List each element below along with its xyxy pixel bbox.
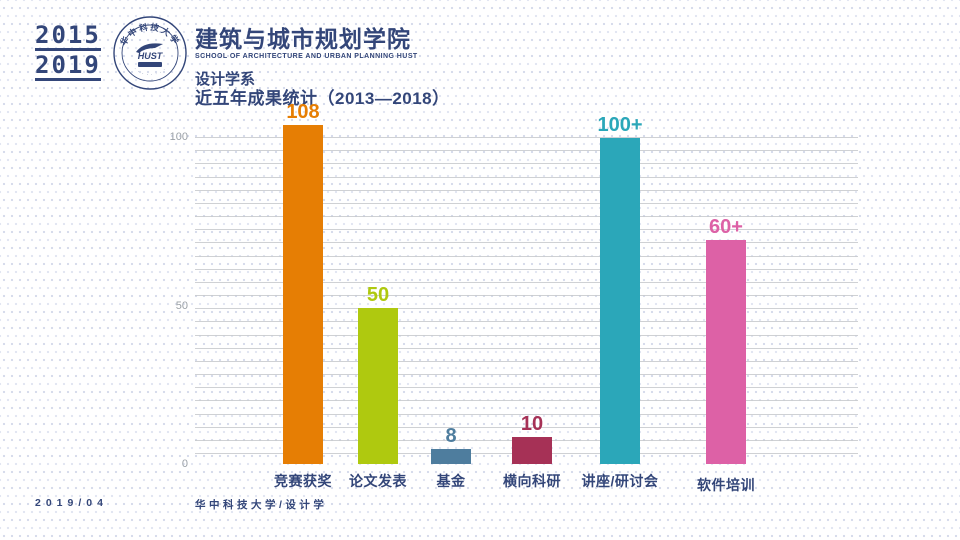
value-label: 100+ (597, 114, 643, 136)
y-tick-label: 50 (175, 300, 188, 312)
gridline (195, 189, 858, 191)
header-block: 建筑与城市规划学院 SCHOOL OF ARCHITECTURE AND URB… (195, 26, 418, 89)
category-label: 横向科研 (503, 473, 561, 489)
chart-title: 近五年成果统计（2013—2018） (195, 89, 450, 108)
gridline (195, 242, 858, 244)
category-label: 讲座/研讨会 (581, 473, 659, 489)
value-label: 10 (520, 413, 544, 435)
gridline (195, 308, 858, 310)
seal-banner (138, 62, 162, 67)
category-label: 论文发表 (349, 473, 407, 489)
seal-outer-ring (113, 16, 187, 90)
school-name-cn: 建筑与城市规划学院 (195, 26, 411, 52)
gridline (195, 176, 858, 178)
y-tick-label: 100 (169, 131, 188, 143)
gridline (195, 255, 858, 257)
value-label: 60+ (709, 216, 743, 238)
bar-软件培训 (706, 240, 746, 464)
gridline (195, 229, 858, 231)
value-label: 8 (445, 425, 457, 447)
gridline (195, 360, 858, 362)
seal-bottom-arc-text: · · · · · · · · (133, 66, 166, 77)
gridline (195, 268, 858, 270)
gridline (195, 334, 858, 336)
gridline (195, 321, 858, 323)
gridline (195, 202, 858, 204)
year-end: 2019 (35, 51, 101, 81)
value-label: 50 (366, 284, 390, 306)
gridline (195, 281, 858, 283)
category-label: 竞赛获奖 (274, 473, 332, 489)
bar-基金 (431, 449, 471, 464)
years-badge: 2015 2019 (35, 21, 101, 84)
value-label: 108 (286, 101, 320, 123)
gridline (195, 387, 858, 389)
gridline (195, 400, 858, 402)
seal-swoosh-icon (136, 43, 163, 53)
gridline (195, 163, 858, 165)
footer-date: 2019/04 (35, 497, 108, 509)
category-label: 基金 (436, 473, 466, 489)
bar-竞赛获奖 (283, 125, 323, 464)
gridline (195, 413, 858, 415)
school-name-en: SCHOOL OF ARCHITECTURE AND URBAN PLANNIN… (195, 53, 418, 60)
gridline (195, 426, 858, 428)
department-name: 设计学系 (195, 71, 256, 88)
bar-横向科研 (512, 437, 552, 464)
svg-text:· · · · · · · ·: · · · · · · · · (133, 66, 167, 77)
gridline (195, 150, 858, 152)
category-label: 软件培训 (697, 477, 755, 493)
gridline (195, 347, 858, 349)
gridline (195, 216, 858, 217)
bar-讲座/研讨会 (600, 138, 640, 464)
seal-inner-ring (121, 24, 179, 82)
y-tick-label: 0 (181, 458, 188, 470)
bar-论文发表 (358, 308, 398, 464)
gridline (195, 137, 858, 138)
gridline (195, 374, 858, 376)
footer-org: 华中科技大学/设计学 (195, 499, 328, 511)
university-seal-logo: 华中科技大学 HUST · · · · · · · · (113, 16, 187, 90)
seal-center-text: HUST (138, 51, 164, 61)
year-start: 2015 (35, 21, 101, 51)
gridline (195, 295, 858, 296)
